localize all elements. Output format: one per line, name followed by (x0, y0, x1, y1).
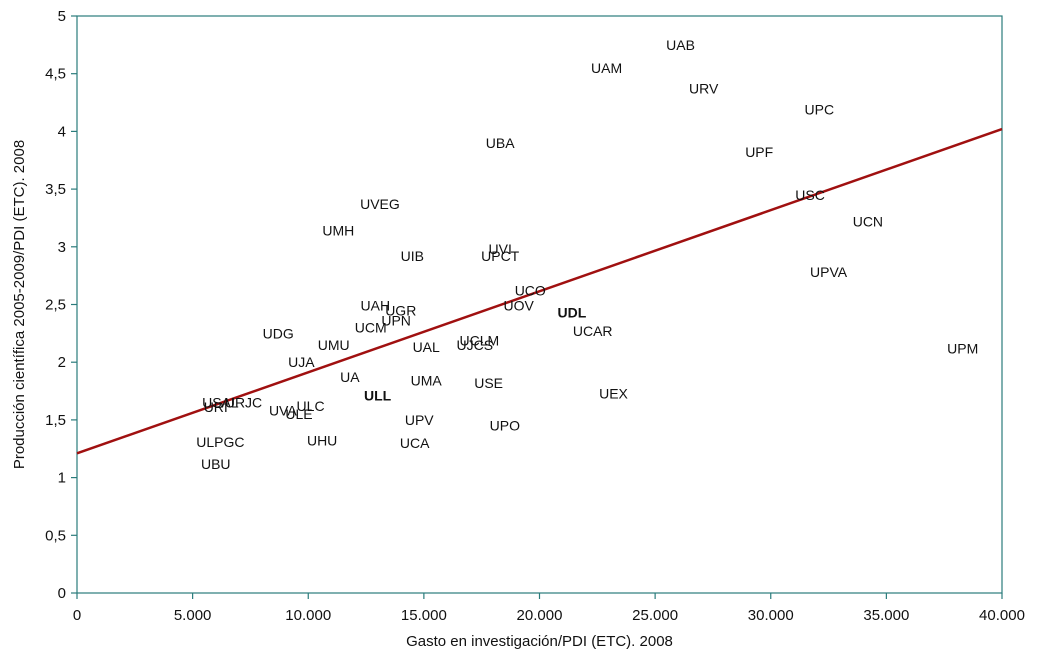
x-tick-label: 30.000 (748, 607, 794, 624)
point-label-upct: UPCT (481, 248, 520, 264)
point-label-ulc: ULC (297, 398, 325, 414)
point-label-uja: UJA (288, 354, 315, 370)
point-label-uvi: UVI (489, 241, 512, 257)
point-label-ule: ULE (285, 406, 312, 422)
point-label-usc: USC (795, 187, 825, 203)
point-label-uco: UCO (515, 283, 546, 299)
point-label-udg: UDG (263, 325, 294, 341)
point-label-upc: UPC (805, 101, 835, 117)
point-label-uhu: UHU (307, 433, 337, 449)
point-label-umh: UMH (322, 223, 354, 239)
x-tick-label: 35.000 (863, 607, 909, 624)
x-axis-title: Gasto en investigación/PDI (ETC). 2008 (406, 633, 673, 650)
point-label-urjc: URJC (225, 395, 262, 411)
point-label-usal: USAL (202, 395, 239, 411)
x-tick-label: 10.000 (285, 607, 331, 624)
y-tick-label: 2,5 (45, 297, 66, 314)
trendline (76, 127, 1003, 455)
y-tick-label: 1 (58, 470, 66, 487)
point-label-upn: UPN (381, 313, 411, 329)
point-label-ucar: UCAR (573, 323, 613, 339)
point-label-ucm: UCM (355, 320, 387, 336)
point-label-udl: UDL (557, 305, 586, 321)
x-tick-label: 25.000 (632, 607, 678, 624)
y-axis-title: Producción científica 2005-2009/PDI (ETC… (11, 140, 28, 469)
y-tick-label: 3 (58, 239, 66, 256)
point-label-ubu: UBU (201, 456, 231, 472)
x-axis: 0 5.000 10.000 15.000 20.000 25.000 30.000 35.0… (73, 593, 1025, 624)
point-label-ujcs: UJCS (456, 337, 493, 353)
point-label-upva: UPVA (810, 264, 848, 280)
plot-frame (76, 15, 1003, 594)
point-label-uib: UIB (401, 248, 424, 264)
y-tick-label: 4 (58, 123, 66, 140)
point-label-ull: ULL (364, 388, 392, 404)
y-tick-label: 4,5 (45, 66, 66, 83)
point-label-uex: UEX (599, 385, 628, 401)
y-tick-label: 1,5 (45, 412, 66, 429)
point-label-uah: UAH (361, 298, 391, 314)
point-label-uma: UMA (411, 373, 443, 389)
point-label-use: USE (474, 375, 503, 391)
point-label-upo: UPO (490, 418, 520, 434)
point-label-uab: UAB (666, 37, 695, 53)
point-label-uri: URI (204, 399, 228, 415)
y-tick-label: 5 (58, 8, 66, 25)
point-label-upm: UPM (947, 340, 978, 356)
point-label-ugr: UGR (385, 302, 416, 318)
point-label-ucn: UCN (853, 213, 883, 229)
y-tick-label: 0 (58, 585, 66, 602)
point-label-uba: UBA (486, 135, 515, 151)
point-label-uclm: UCLM (460, 332, 500, 348)
x-tick-label: 15.000 (401, 607, 447, 624)
point-labels: UAB UAM URV UPC UBA UPF USC UVEG UCN UMH UVI UIB UPC… (196, 37, 978, 472)
y-tick-label: 3,5 (45, 181, 66, 198)
x-tick-label: 40.000 (979, 607, 1025, 624)
point-label-ua: UA (340, 369, 360, 385)
point-label-uov: UOV (504, 298, 535, 314)
point-label-uveg: UVEG (360, 196, 400, 212)
y-axis: 0 0,5 1 1,5 2 2,5 3 3,5 4 4,5 5 (45, 8, 77, 602)
point-label-uam: UAM (591, 60, 622, 76)
point-label-urv: URV (689, 81, 719, 97)
x-tick-label: 5.000 (174, 607, 212, 624)
point-label-umu: UMU (318, 337, 350, 353)
y-tick-label: 0,5 (45, 527, 66, 544)
y-tick-label: 2 (58, 354, 66, 371)
x-tick-label: 0 (73, 607, 81, 624)
point-label-upf: UPF (745, 144, 773, 160)
plot-border (76, 15, 1003, 594)
point-label-upv: UPV (405, 412, 434, 428)
x-tick-label: 20.000 (517, 607, 563, 624)
point-label-uca: UCA (400, 435, 430, 451)
point-label-ual: UAL (413, 339, 440, 355)
point-label-ulpgc: ULPGC (196, 434, 244, 450)
trendline-line (76, 127, 1003, 455)
point-label-uva: UVA (269, 403, 297, 419)
